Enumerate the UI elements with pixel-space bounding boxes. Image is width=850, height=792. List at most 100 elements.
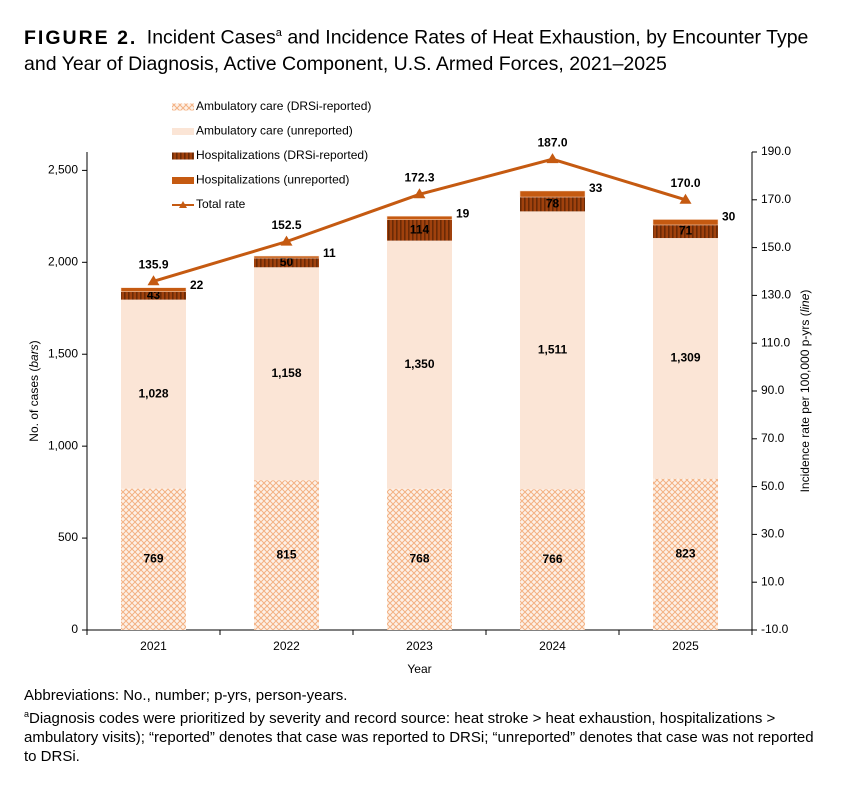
y-tick-label: 0 (71, 622, 78, 636)
data-label: 1,158 (271, 366, 301, 380)
bar-segment (520, 197, 585, 212)
data-label: 30 (722, 210, 736, 224)
data-label: 769 (143, 551, 163, 565)
legend-label: Hospitalizations (unreported) (196, 173, 349, 187)
data-label: 815 (276, 547, 296, 561)
axis-label-part: line (798, 293, 812, 312)
rate-label: 187.0 (537, 135, 567, 149)
footnote-text: Diagnosis codes were prioritized by seve… (24, 710, 814, 765)
bar-segment (520, 489, 585, 630)
data-label: 71 (679, 224, 693, 238)
rate-label: 170.0 (670, 176, 700, 190)
x-tick-label: 2025 (672, 639, 699, 653)
y2-tick-label: 150.0 (761, 240, 791, 254)
bar-segment (520, 211, 585, 490)
legend-label: Ambulatory care (DRSi-reported) (196, 99, 371, 113)
data-label: 114 (410, 222, 430, 236)
y2-tick-label: 110.0 (761, 335, 790, 349)
axis-label-part: No. of cases ( (27, 368, 41, 442)
legend-swatch (172, 128, 194, 135)
bar-segment (387, 488, 452, 630)
rate-marker (413, 188, 426, 199)
rate-label: 172.3 (404, 170, 434, 184)
y-tick-label: 2,500 (48, 163, 78, 177)
chart-title-rest: and Incidence Rates of Heat Exhaustion, … (24, 26, 809, 75)
data-label: 1,350 (404, 357, 434, 371)
axis-label: No. of cases (bars) (27, 340, 41, 441)
data-label: 50 (280, 255, 294, 269)
bar-segment (254, 258, 319, 268)
bar-segment (121, 291, 186, 300)
rate-marker (147, 275, 160, 286)
axis-label: Incidence rate per 100,000 p-yrs (line) (798, 290, 812, 493)
y-tick-label: 2,000 (48, 254, 78, 268)
legend-swatch (172, 177, 194, 184)
bar-segment (387, 240, 452, 489)
y-tick-label: 1,500 (48, 346, 78, 360)
bar-segment (519, 190, 586, 198)
data-label: 19 (456, 206, 470, 220)
title-footnote-mark: a (275, 27, 282, 39)
axis-label-part: ) (798, 290, 812, 294)
data-label: 22 (190, 278, 204, 292)
y2-tick-label: 130.0 (761, 288, 791, 302)
x-axis-label: Year (407, 662, 431, 676)
legend-label: Total rate (196, 197, 246, 211)
y2-tick-label: 170.0 (761, 192, 791, 206)
rate-marker (546, 153, 559, 164)
data-label: 78 (546, 196, 560, 210)
bar-segment (120, 287, 187, 292)
data-label: 823 (675, 547, 695, 561)
data-label: 768 (409, 552, 429, 566)
legend-label: Hospitalizations (DRSi-reported) (196, 148, 368, 162)
axis-label-part: Incidence rate per 100,000 p-yrs ( (798, 312, 812, 492)
y2-tick-label: 190.0 (761, 144, 791, 158)
bar-segment (253, 255, 320, 259)
y2-tick-label: 30.0 (761, 527, 785, 541)
data-label: 1,511 (538, 342, 568, 356)
y2-tick-label: 10.0 (761, 574, 785, 588)
abbreviations: Abbreviations: No., number; p-yrs, perso… (24, 687, 348, 704)
footnote-mark: a (24, 709, 30, 719)
figure-label: FIGURE 2. (24, 26, 138, 49)
title-block: FIGURE 2. Incident Casesa and Incidence … (24, 20, 824, 77)
bar-segment (254, 267, 319, 481)
axis-label-part: bars (27, 344, 41, 367)
data-label: 11 (323, 246, 336, 260)
y2-tick-label: 70.0 (761, 431, 785, 445)
bar-segment (386, 215, 453, 220)
y-tick-label: 1,000 (48, 438, 78, 452)
data-label: 1,028 (138, 386, 168, 400)
bar-segment (653, 478, 718, 630)
x-tick-label: 2022 (273, 639, 300, 653)
legend-swatch (172, 103, 194, 111)
legend-label: Ambulatory care (unreported) (196, 124, 353, 138)
y-tick-label: 500 (58, 530, 78, 544)
bar-segment (652, 219, 719, 226)
data-label: 1,309 (670, 351, 700, 365)
data-label: 766 (542, 552, 562, 566)
data-label: 33 (589, 181, 603, 195)
rate-label: 135.9 (138, 257, 168, 271)
axis-label-part: ) (27, 340, 41, 344)
x-tick-label: 2024 (539, 639, 566, 653)
rate-label: 152.5 (271, 218, 301, 232)
y2-tick-label: 50.0 (761, 479, 785, 493)
rate-marker (679, 193, 692, 204)
bar-segment (387, 219, 452, 241)
y2-tick-label: -10.0 (761, 622, 789, 636)
rate-marker (280, 235, 293, 246)
y2-tick-label: 90.0 (761, 383, 785, 397)
bar-segment (653, 238, 718, 479)
bar-segment (653, 224, 718, 239)
x-tick-label: 2021 (140, 639, 167, 653)
footnotes: Abbreviations: No., number; p-yrs, perso… (24, 686, 814, 766)
bar-segment (121, 488, 186, 630)
x-tick-label: 2023 (406, 639, 433, 653)
bar-segment (121, 299, 186, 489)
footnote: aDiagnosis codes were prioritized by sev… (24, 705, 814, 766)
legend-swatch (172, 152, 194, 160)
bar-segment (254, 480, 319, 630)
chart: 0 500 1,000 1,500 2,000 2,500 -10.0 10.0 30.0 50.… (27, 99, 812, 676)
